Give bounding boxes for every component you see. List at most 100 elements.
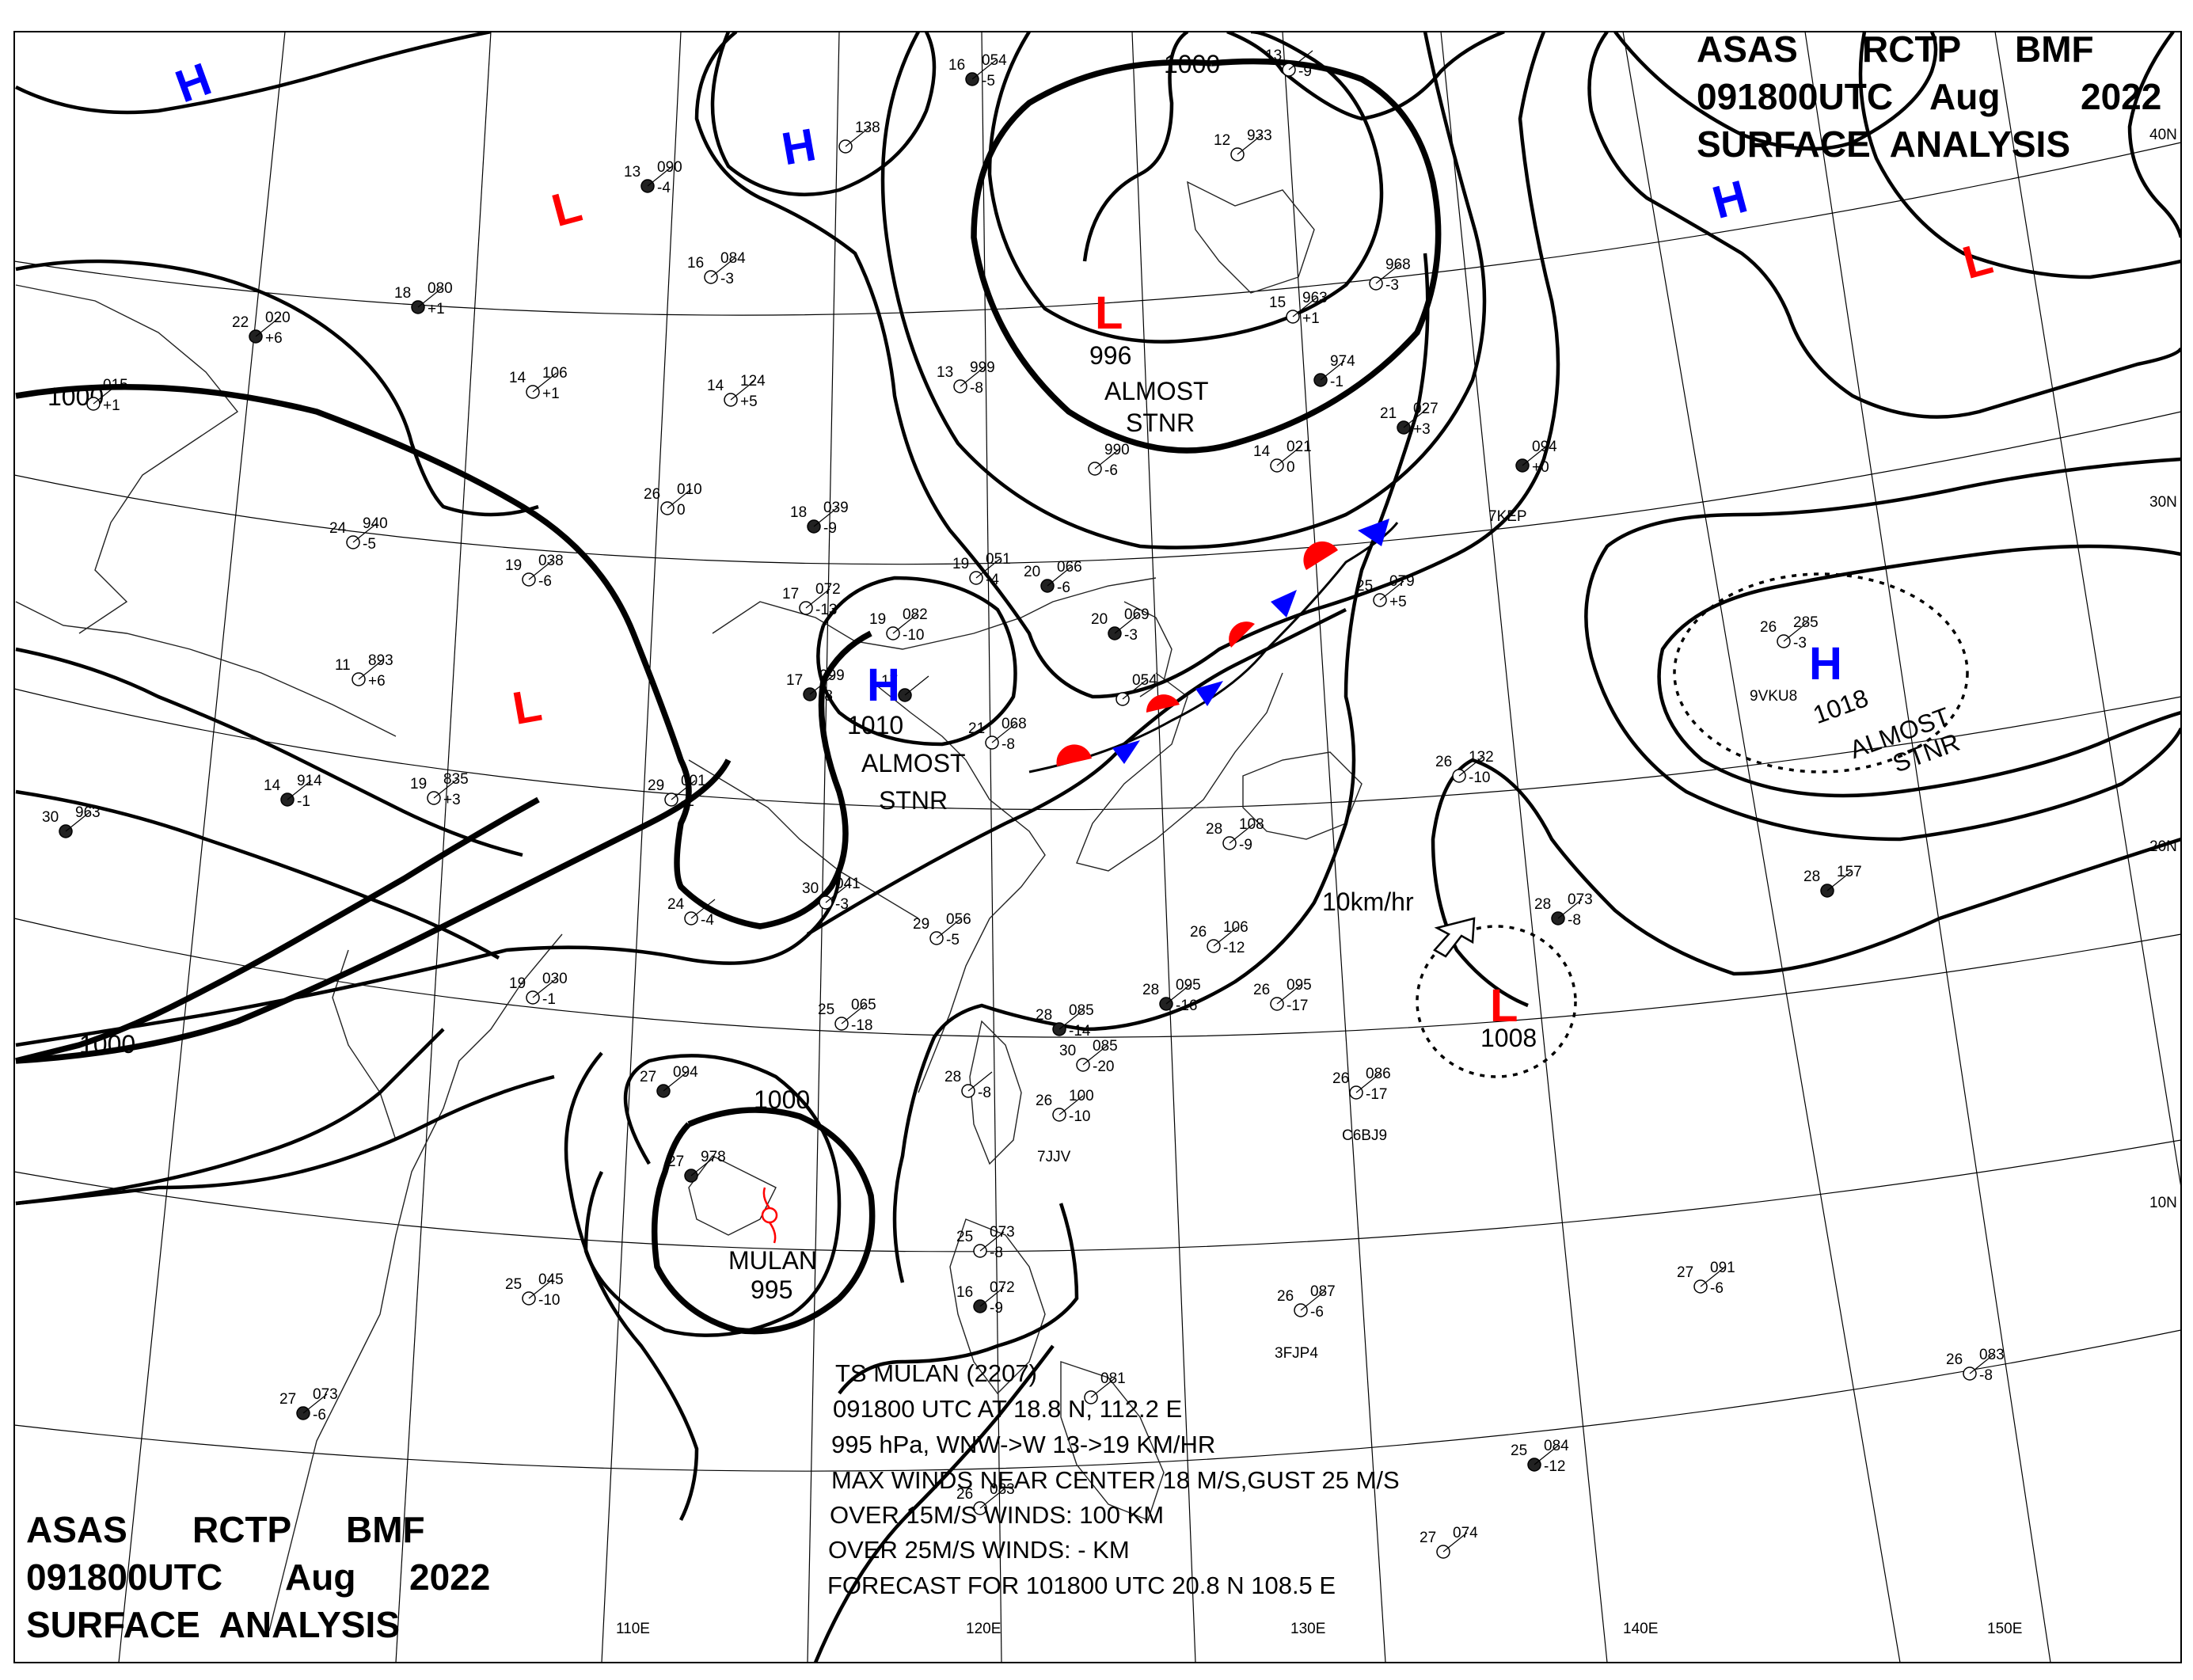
station-temperature: 17	[782, 586, 799, 602]
wind-barb-icon	[1082, 1045, 1108, 1066]
header-word: 091800UTC	[1697, 76, 1893, 117]
cold-front-triangle	[1358, 519, 1389, 546]
station-plot: 26 087 -6	[1277, 1283, 1336, 1321]
wind-barb-icon	[302, 1393, 328, 1414]
station-pressure-tendency: -8	[990, 1245, 1003, 1261]
cold-front-triangle	[1195, 681, 1223, 706]
wind-barb-icon	[690, 899, 716, 919]
wind-barb-icon	[1403, 408, 1428, 428]
station-plot: 17 099 -8	[786, 667, 845, 705]
station-pressure-tendency: -8	[1979, 1367, 1993, 1384]
wind-barb-icon	[1229, 823, 1254, 844]
station-pressure-tendency: 0	[677, 502, 686, 519]
station-pressure: 084	[720, 250, 746, 267]
station-pressure: 090	[657, 159, 682, 176]
station-pressure: 084	[1544, 1438, 1569, 1454]
wind-barb-icon	[1090, 1378, 1116, 1398]
wind-barb-icon	[255, 317, 280, 337]
station-temperature: 24	[329, 520, 347, 537]
station-pressure: 094	[1532, 439, 1557, 455]
station-pressure-tendency: -8	[970, 380, 983, 397]
station-pressure: 157	[1837, 864, 1862, 880]
station-pressure-tendency: -10	[1469, 770, 1490, 786]
station-plot: 20 069 -3	[1091, 606, 1150, 644]
station-pressure-tendency: +5	[740, 393, 758, 410]
wind-barb-icon	[825, 883, 850, 903]
station-plot: 16 054 -5	[948, 52, 1007, 89]
station-plot: 28 108 -9	[1206, 816, 1264, 853]
station-pressure: 132	[1469, 749, 1494, 766]
high-pressure-symbol: H	[1809, 638, 1842, 690]
isobar-label: 1000	[1164, 50, 1220, 78]
wind-barb-icon	[1058, 1095, 1084, 1116]
station-pressure-tendency: -5	[363, 536, 376, 553]
station-plot: 25 079 +5	[1356, 573, 1415, 610]
latitude-lines	[14, 142, 2181, 1472]
station-plot: 26 285 -3	[1760, 614, 1819, 652]
station-pressure: 065	[851, 997, 876, 1013]
longitude-lines	[118, 32, 2181, 1663]
station-temperature: 15	[1269, 295, 1286, 311]
station-temperature: 21	[1380, 405, 1397, 422]
wind-barb-icon	[1114, 614, 1139, 634]
motion-speed-label: 10km/hr	[1322, 888, 1414, 916]
station-plot: 17	[881, 673, 929, 702]
station-pressure: 054	[1132, 672, 1157, 689]
station-plots: 16 054 -5 13 -9 138 13 090 -4 12 933 16 084 -3 18 080 +1…	[42, 48, 2005, 1559]
station-pressure-tendency: -10	[538, 1292, 560, 1309]
station-pressure-tendency: -1	[297, 793, 310, 810]
station-temperature: 26	[1760, 619, 1777, 636]
station-pressure: 056	[946, 911, 971, 928]
low-pressure-symbol: L	[1095, 287, 1123, 339]
station-plot: 081	[1084, 1370, 1126, 1404]
typhoon-info-line: OVER 15M/S WINDS: 100 KM	[830, 1501, 1164, 1529]
wind-barb-icon	[841, 1004, 866, 1024]
station-pressure: 091	[1710, 1260, 1735, 1276]
wind-barb-icon	[1458, 756, 1484, 777]
typhoon-info: TS MULAN (2207) 091800 UTC AT 18.8 N, 11…	[827, 1359, 1400, 1599]
wind-barb-icon	[710, 257, 735, 278]
station-pressure: 039	[823, 500, 849, 516]
station-pressure: 073	[990, 1224, 1015, 1241]
station-pressure: 106	[1223, 919, 1249, 936]
station-temperature: 14	[264, 777, 281, 794]
station-pressure-tendency: -5	[982, 73, 995, 89]
station-pressure-tendency: +1	[428, 301, 445, 317]
station-pressure-tendency: +1	[103, 397, 120, 414]
wind-barb-icon	[352, 523, 378, 543]
station-pressure: 030	[542, 971, 568, 987]
station-pressure-tendency: -9	[823, 520, 837, 537]
station-plot: 14 106 +1	[509, 365, 568, 402]
header-top: ASAS RCTP BMF 091800UTC Aug 2022 SURFACE…	[1697, 29, 2161, 165]
station-plot: 11 893 +6	[335, 652, 393, 690]
pressure-value: 1010	[847, 711, 903, 739]
station-pressure: 073	[313, 1386, 338, 1403]
header-word: BMF	[346, 1509, 425, 1550]
station-temperature: 28	[1534, 896, 1551, 913]
station-pressure: 963	[75, 804, 101, 821]
wind-barb-icon	[1379, 580, 1404, 601]
station-pressure-tendency: +6	[368, 673, 386, 690]
station-plot: 28 -8	[944, 1069, 993, 1101]
typhoon-info-line: FORECAST FOR 101800 UTC 20.8 N 108.5 E	[827, 1572, 1336, 1599]
warm-front-semicircle	[1229, 621, 1255, 648]
station-pressure: 100	[1069, 1088, 1094, 1104]
wind-barb-icon	[975, 558, 1001, 579]
station-pressure-tendency: -9	[990, 1300, 1003, 1317]
station-plot: 19 051 -4	[952, 551, 1011, 588]
station-temperature: 26	[1946, 1351, 1963, 1368]
station-pressure: 072	[990, 1279, 1015, 1296]
station-pressure-tendency: +1	[542, 386, 560, 402]
station-pressure-tendency: -6	[538, 573, 552, 590]
station-pressure-tendency: -6	[1104, 462, 1118, 479]
wind-barb-icon	[1320, 360, 1345, 381]
ship-id: 9VKU8	[1750, 688, 1797, 705]
station-temperature: 14	[707, 378, 724, 394]
station-plot: 28 095 -16	[1142, 977, 1201, 1014]
station-pressure: 066	[1057, 559, 1082, 576]
station-pressure: 974	[1330, 353, 1355, 370]
station-plot: 13 999 -8	[937, 359, 995, 397]
lat-label-20n: 20N	[2149, 838, 2177, 855]
header-word: BMF	[2015, 29, 2094, 70]
station-pressure: 038	[538, 553, 564, 569]
